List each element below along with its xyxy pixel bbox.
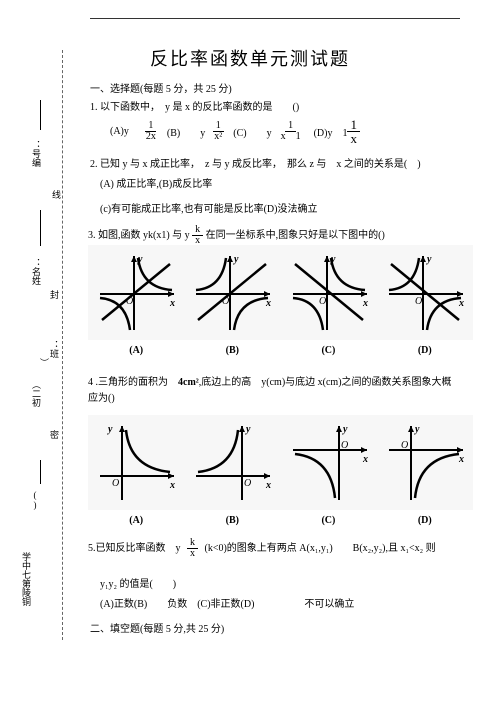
svg-text:y: y: [107, 424, 113, 435]
side-name: ：名姓: [30, 258, 43, 285]
q2-optA: (A) 成正比率,(B)成反比率: [100, 175, 212, 190]
svg-text:O: O: [244, 478, 251, 489]
q4-labels: (A) (B) (C) (D): [88, 515, 473, 526]
lbl-c: (C): [321, 345, 335, 356]
q4-graph-row: O x y O x y O x y O x y: [88, 415, 473, 510]
q5-opts: (A)正数(B) 负数 (C)非正数(D) 不可以确立: [100, 595, 354, 610]
q1-optC-frac: 1x 1: [278, 121, 304, 142]
svg-text:x: x: [458, 298, 464, 309]
q1-optD-prefix: (D)y 1: [314, 124, 348, 139]
side-seg2: [40, 210, 41, 246]
q3-graph-d: O x y: [381, 250, 469, 335]
side-number: ：号编: [30, 140, 43, 167]
side-seg3: [40, 460, 41, 484]
svg-text:O: O: [401, 440, 408, 451]
svg-text:y: y: [426, 254, 432, 265]
lbl-a2: (A): [129, 515, 143, 526]
q1-optD-frac: 1x: [347, 118, 360, 145]
svg-text:y: y: [233, 254, 239, 265]
q4-graph-d: O x y: [381, 420, 469, 505]
lbl-d2: (D): [418, 515, 432, 526]
svg-text:y: y: [342, 424, 348, 435]
q1-optB-prefix: (B) y: [167, 124, 205, 139]
q5-line2: y₁y₂ 的值是( ): [100, 575, 176, 590]
svg-text:x: x: [458, 454, 464, 465]
svg-text:y: y: [245, 424, 251, 435]
q1-stem: 1. 以下函数中， y 是 x 的反比率函数的是 (): [90, 98, 299, 113]
side-school: 学中七第陵铜: [20, 552, 33, 606]
q1-options: (A)y 12x (B) y 1x² (C) y 1x 1 (D)y 1 1x: [110, 118, 360, 145]
side-paren2: (): [30, 490, 40, 510]
page-title: 反比率函数单元测试题: [0, 45, 500, 71]
section-2-heading: 二、填空题(每题 5 分,共 25 分): [90, 620, 224, 635]
q3-mid: yk(x1) 与 y: [143, 230, 190, 241]
lbl-b: (B): [226, 345, 239, 356]
q1-optB-frac: 1x²: [211, 121, 225, 142]
q2-stem: 2. 已知 y 与 x 成正比率， z 与 y 成反比率， 那么 z 与 x 之…: [90, 155, 421, 170]
side-paren: ）: [38, 358, 51, 367]
side-mi: 密: [48, 430, 61, 439]
svg-text:O: O: [341, 440, 348, 451]
svg-text:O: O: [415, 296, 422, 307]
side-xian: 线: [50, 190, 63, 199]
q3-graph-b: O x y: [188, 250, 276, 335]
lbl-a: (A): [129, 345, 143, 356]
svg-text:y: y: [414, 424, 420, 435]
svg-text:x: x: [169, 298, 175, 309]
header-rule: [90, 18, 460, 19]
q1-optA-prefix: (A)y: [110, 126, 129, 137]
lbl-c2: (C): [321, 515, 335, 526]
q3-graph-a: O x y: [92, 250, 180, 335]
lbl-b2: (B): [226, 515, 239, 526]
q4-graph-c: O x y: [285, 420, 373, 505]
binding-line: [62, 50, 63, 640]
q1-optA-frac: 12x: [143, 121, 159, 142]
svg-text:x: x: [169, 480, 175, 491]
svg-text:x: x: [362, 298, 368, 309]
side-class: ：班: [48, 340, 61, 358]
q3-stem: 3. 如图,函数 yk(x1) 与 y kx 在同一坐标系中,图象只好是以下图中…: [88, 225, 385, 246]
svg-text:x: x: [265, 298, 271, 309]
svg-text:x: x: [265, 480, 271, 491]
q1-optC-prefix: (C) y: [233, 124, 271, 139]
svg-text:x: x: [362, 454, 368, 465]
side-seg1: [40, 100, 41, 130]
q3-post: 在同一坐标系中,图象只好是以下图中的(): [206, 230, 385, 241]
side-grade: （二初: [30, 380, 43, 407]
q4-graph-a: O x y: [92, 420, 180, 505]
svg-text:O: O: [319, 296, 326, 307]
q5-stem: 5.已知反比率函数 y kx (k<0)的图象上有两点 A(x₁,y₁) B(x…: [88, 538, 478, 559]
side-feng: 封: [48, 290, 61, 299]
lbl-d: (D): [418, 345, 432, 356]
q4-graph-b: O x y: [188, 420, 276, 505]
section-1-heading: 一、选择题(每题 5 分，共 25 分): [90, 80, 232, 95]
q3-graph-c: O x y: [285, 250, 373, 335]
q4-stem: 4 .三角形的面积为 4cm²,底边上的高 y(cm)与底边 x(cm)之间的函…: [88, 375, 473, 407]
q3-pre: 3. 如图,函数: [88, 230, 141, 241]
svg-text:O: O: [112, 478, 119, 489]
q3-graph-row: O x y O x y O x y O x y: [88, 245, 473, 340]
q2-optC: (c)有可能成正比率,也有可能是反比率(D)没法确立: [100, 200, 317, 215]
q3-labels: (A) (B) (C) (D): [88, 345, 473, 356]
